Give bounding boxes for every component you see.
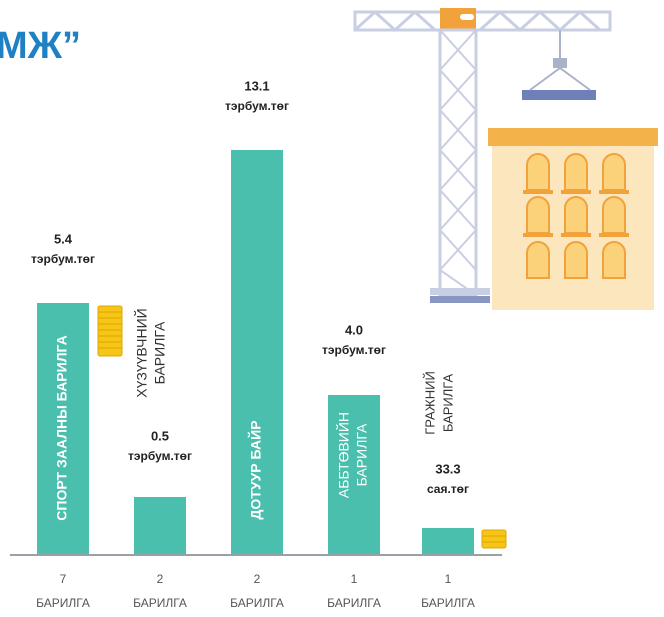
value-label: 13.1 <box>244 78 269 93</box>
building-illustration <box>488 128 658 310</box>
bar-label: БАРИЛГА <box>152 321 168 384</box>
value-label: 5.4 <box>54 231 73 246</box>
bar <box>422 528 474 554</box>
count: 2 <box>254 572 261 586</box>
bar-label: БАРИЛГА <box>440 374 455 433</box>
bar <box>37 303 89 554</box>
count-unit: БАРИЛГА <box>421 596 475 610</box>
unit-label: сая.төг <box>427 482 469 496</box>
count: 2 <box>157 572 164 586</box>
bar-label: ГРАЖНИЙ <box>422 371 437 435</box>
value-label: 33.3 <box>435 461 460 476</box>
count-unit: БАРИЛГА <box>36 596 90 610</box>
bars <box>37 150 474 554</box>
unit-label: тэрбум.төг <box>322 343 386 357</box>
bar-label: СПОРТ ЗААЛНЫ БАРИЛГА <box>54 335 70 520</box>
value-label: 4.0 <box>345 322 363 337</box>
count: 1 <box>351 572 358 586</box>
unit-label: тэрбум.төг <box>128 449 192 463</box>
bar-label: БАРИЛГА <box>354 423 370 486</box>
bar-label: ХҮЗҮҮВЧНИЙ <box>133 308 150 397</box>
count: 1 <box>445 572 452 586</box>
bar <box>231 150 283 554</box>
count: 7 <box>60 572 67 586</box>
bar-label: АББТӨВИЙН <box>335 412 352 498</box>
unit-label: тэрбум.төг <box>225 99 289 113</box>
crane-illustration <box>353 8 612 303</box>
bar <box>134 497 186 554</box>
value-label: 0.5 <box>151 428 169 443</box>
coins <box>97 305 507 549</box>
count-unit: БАРИЛГА <box>327 596 381 610</box>
count-unit: БАРИЛГА <box>230 596 284 610</box>
title: МЖ” <box>0 25 81 67</box>
count-unit: БАРИЛГА <box>133 596 187 610</box>
bar <box>328 395 380 554</box>
bar-label: ДОТУУР БАЙР <box>247 420 264 519</box>
unit-label: тэрбум.төг <box>31 252 95 266</box>
